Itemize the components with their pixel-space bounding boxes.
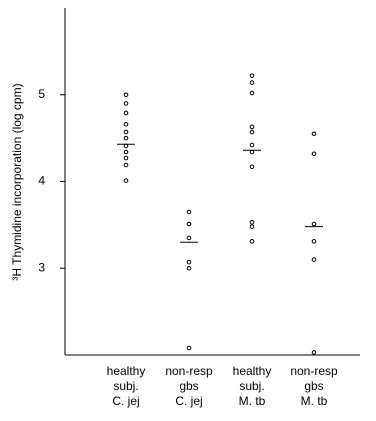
x-tick-label: gbs — [179, 379, 198, 393]
data-point — [186, 209, 192, 215]
x-tick-label: non-resp — [290, 364, 338, 378]
x-tick-label: non-resp — [165, 364, 213, 378]
data-point — [123, 129, 129, 135]
data-point — [123, 162, 129, 168]
data-point — [249, 124, 255, 130]
x-tick-label: healthy — [233, 364, 272, 378]
data-point — [311, 350, 317, 355]
x-tick-label: C. jej — [175, 394, 202, 408]
data-point — [123, 155, 129, 161]
data-point — [249, 73, 255, 78]
x-tick-label: C. jej — [112, 394, 139, 408]
y-tick-label: 5 — [38, 87, 45, 101]
y-tick-label: 3 — [38, 260, 45, 274]
data-point — [249, 164, 255, 170]
data-point — [123, 149, 129, 155]
y-tick-label: 4 — [38, 174, 45, 188]
data-point — [249, 129, 255, 135]
data-point — [311, 239, 317, 244]
data-point — [186, 259, 192, 265]
x-tick-label: healthy — [107, 364, 146, 378]
x-tick-label: M. tb — [301, 394, 328, 408]
data-point — [311, 221, 317, 227]
data-point — [311, 151, 317, 157]
data-point — [123, 121, 129, 127]
data-point — [249, 90, 255, 96]
data-point — [249, 142, 255, 148]
data-point — [311, 131, 317, 137]
data-point — [123, 178, 129, 183]
data-point — [186, 221, 192, 227]
x-tick-label: M. tb — [239, 394, 266, 408]
data-point — [249, 224, 255, 229]
data-point — [123, 92, 129, 98]
y-axis-label: ³H Thymidine incorporation (log cpm) — [10, 83, 24, 280]
data-point — [123, 135, 129, 141]
x-tick-label: subj. — [239, 379, 264, 393]
data-point — [186, 265, 192, 271]
data-point — [123, 101, 129, 106]
data-point — [186, 345, 192, 351]
data-point — [249, 80, 255, 85]
data-point — [249, 219, 255, 225]
x-tick-label: gbs — [304, 379, 323, 393]
x-tick-label: subj. — [113, 379, 138, 393]
data-point — [186, 235, 192, 241]
data-point — [311, 257, 317, 262]
data-point — [249, 239, 255, 244]
data-point — [123, 110, 129, 116]
